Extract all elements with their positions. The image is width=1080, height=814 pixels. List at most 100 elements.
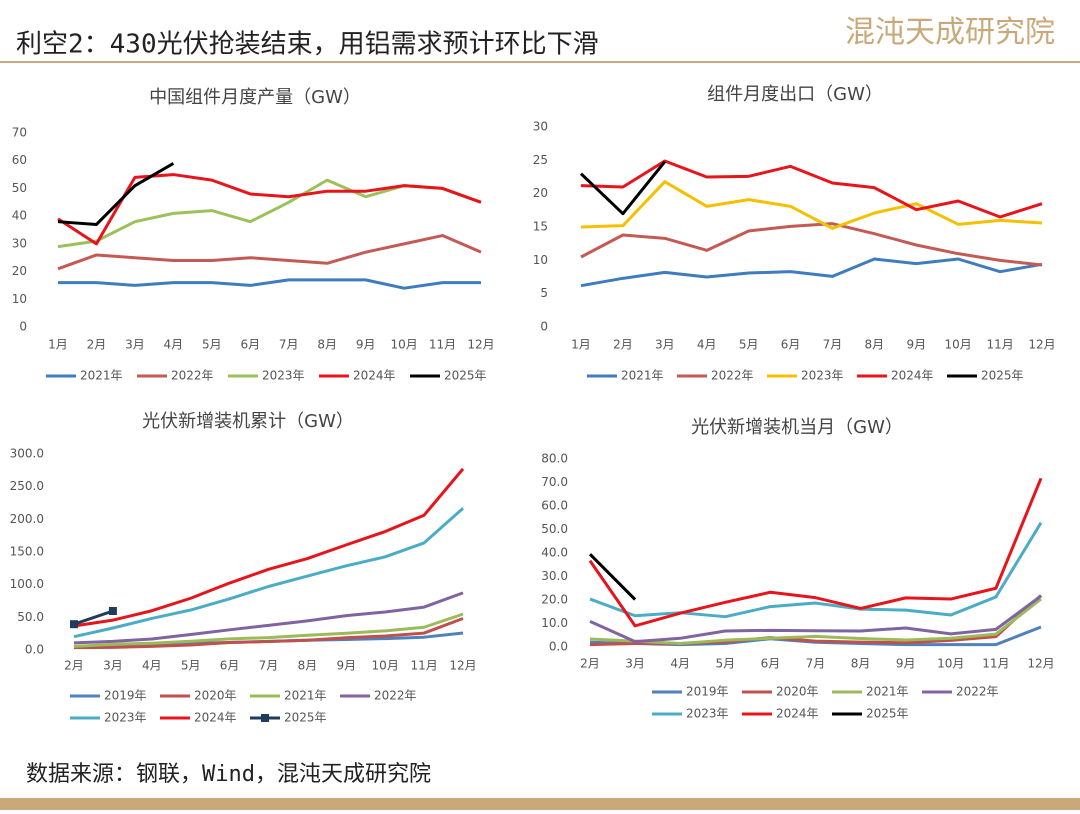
legend-label: 2024年 (891, 369, 934, 383)
series-marker (70, 620, 78, 629)
legend-label: 2023年 (686, 707, 729, 721)
y-tick-label: 100.0 (10, 577, 44, 591)
series-line (73, 612, 464, 648)
legend-label: 2025年 (866, 707, 909, 721)
y-tick-label: 150.0 (10, 545, 44, 559)
y-tick-label: 20.0 (541, 593, 568, 607)
y-tick-label: 0.0 (549, 640, 568, 654)
x-tick-label: 6月 (761, 657, 781, 671)
legend-label: 2025年 (981, 369, 1024, 383)
y-tick-label: 70.0 (541, 475, 568, 489)
legend-label: 2022年 (374, 689, 417, 703)
y-tick-label: 30 (533, 120, 548, 134)
y-tick-label: 0 (19, 320, 27, 334)
x-tick-label: 11月 (429, 338, 456, 352)
legend-label: 2024年 (194, 711, 237, 725)
x-tick-label: 10月 (372, 659, 399, 673)
series-line (58, 278, 481, 290)
chart-title: 光伏新增装机当月（GW） (691, 417, 903, 438)
y-tick-label: 250.0 (10, 479, 44, 493)
y-tick-label: 50 (12, 181, 27, 195)
x-tick-label: 11月 (986, 338, 1013, 352)
source-note: 数据来源：钢联，Wind，混沌天成研究院 (26, 762, 431, 787)
series-line (588, 477, 1043, 628)
series-line (580, 257, 1043, 288)
slide-title: 利空2：430光伏抢装结束，用铝需求预计环比下滑 (16, 30, 599, 60)
legend-label: 2023年 (104, 711, 147, 725)
y-tick-label: 40.0 (541, 546, 568, 560)
x-tick-label: 1月 (48, 338, 68, 352)
legend-marker (261, 714, 269, 722)
x-tick-label: 12月 (449, 659, 476, 673)
series-line (580, 222, 1043, 267)
y-tick-label: 70 (12, 126, 27, 140)
x-tick-label: 12月 (1027, 657, 1054, 671)
legend-label: 2021年 (80, 369, 123, 383)
series-line (73, 507, 464, 639)
y-tick-label: 50.0 (541, 522, 568, 536)
x-tick-label: 9月 (356, 338, 376, 352)
x-tick-label: 5月 (715, 657, 735, 671)
y-tick-label: 10 (12, 292, 27, 306)
x-tick-label: 12月 (1028, 338, 1055, 352)
series-line (588, 553, 637, 601)
x-tick-label: 10月 (937, 657, 964, 671)
y-tick-label: 50.0 (17, 610, 44, 624)
x-tick-label: 4月 (164, 338, 184, 352)
y-tick-label: 30.0 (541, 569, 568, 583)
series-line (57, 173, 482, 246)
x-tick-label: 6月 (781, 338, 801, 352)
x-tick-label: 8月 (298, 659, 318, 673)
footer-bar (0, 798, 1080, 810)
series-line (57, 178, 482, 249)
x-tick-label: 7月 (823, 338, 843, 352)
y-tick-label: 20 (533, 186, 548, 200)
x-tick-label: 3月 (103, 659, 123, 673)
x-tick-label: 8月 (317, 338, 337, 352)
series-line (73, 467, 465, 628)
legend-label: 2022年 (956, 685, 999, 699)
x-tick-label: 11月 (982, 657, 1009, 671)
x-tick-label: 10月 (945, 338, 972, 352)
x-tick-label: 2月 (580, 657, 600, 671)
y-tick-label: 10 (533, 253, 548, 267)
legend-label: 2024年 (776, 707, 819, 721)
legend-label: 2021年 (284, 689, 327, 703)
legend-label: 2024年 (353, 369, 396, 383)
chart-title: 中国组件月度产量（GW） (149, 87, 361, 108)
x-tick-label: 2月 (613, 338, 633, 352)
x-tick-label: 9月 (896, 657, 916, 671)
x-tick-label: 1月 (571, 338, 591, 352)
x-tick-label: 10月 (390, 338, 417, 352)
x-tick-label: 7月 (259, 659, 279, 673)
y-tick-label: 80.0 (541, 452, 568, 466)
logo: 混沌天成研究院 (845, 15, 1055, 50)
legend-label: 2023年 (262, 369, 305, 383)
y-tick-label: 5 (540, 286, 548, 300)
legend-label: 2021年 (621, 369, 664, 383)
series-line (589, 521, 1043, 619)
legend-label: 2022年 (711, 369, 754, 383)
x-tick-label: 6月 (220, 659, 240, 673)
y-tick-label: 25 (533, 153, 548, 167)
y-tick-label: 60 (12, 153, 27, 167)
legend-label: 2025年 (284, 711, 327, 725)
legend-label: 2020年 (776, 685, 819, 699)
x-tick-label: 9月 (906, 338, 926, 352)
x-tick-label: 5月 (202, 338, 222, 352)
y-tick-label: 200.0 (10, 512, 44, 526)
x-tick-label: 6月 (240, 338, 260, 352)
chart-title: 光伏新增装机累计（GW） (142, 411, 354, 432)
y-tick-label: 0 (540, 320, 548, 334)
series-line (579, 160, 666, 216)
x-tick-label: 3月 (655, 338, 675, 352)
x-tick-label: 5月 (181, 659, 201, 673)
series-line (589, 597, 1042, 645)
y-tick-label: 60.0 (541, 499, 568, 513)
legend-label: 2019年 (104, 689, 147, 703)
x-tick-label: 11月 (410, 659, 437, 673)
series-marker (108, 606, 117, 615)
series-line (57, 234, 482, 271)
legend-label: 2025年 (444, 369, 487, 383)
